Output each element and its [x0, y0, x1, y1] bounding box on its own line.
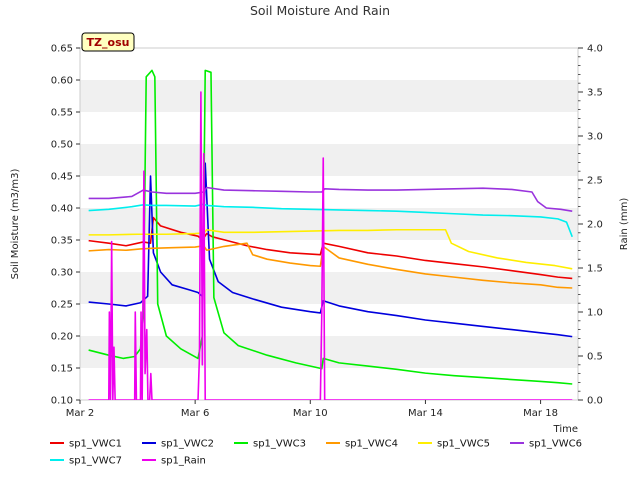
x-axis-title: Time: [553, 424, 578, 435]
legend-label: sp1_VWC2: [161, 439, 214, 450]
y2-tick-label: 3.0: [587, 132, 603, 143]
legend-label: sp1_Rain: [161, 456, 206, 467]
right-axis: 0.0 0.5 1.0 1.5 2.0 2.5 3.0 3.5 4.0: [578, 44, 603, 407]
y2-tick-label: 0.0: [587, 396, 603, 407]
legend: sp1_VWC1 sp1_VWC2 sp1_VWC3 sp1_VWC4 sp1_VWC5…: [50, 439, 582, 467]
grid-band: [80, 336, 578, 368]
series-line-sp1-vwc7: [88, 203, 573, 238]
grid-band: [80, 80, 578, 112]
y-tick-label: 0.15: [51, 364, 73, 375]
y-tick-label: 0.10: [51, 396, 73, 407]
x-tick-label: Mar 2: [66, 408, 94, 419]
legend-label: sp1_VWC4: [345, 439, 398, 450]
y2-tick-label: 0.5: [587, 352, 603, 363]
y2-tick-label: 2.0: [587, 220, 603, 231]
grid-band: [80, 144, 578, 176]
grid-bands: [80, 80, 578, 368]
legend-label: sp1_VWC5: [437, 439, 490, 450]
x-tick-label: Mar 18: [523, 408, 558, 419]
legend-item-sp1-vwc2: sp1_VWC2: [142, 439, 214, 450]
y-tick-label: 0.50: [51, 140, 73, 151]
site-badge: TZ_osu: [81, 32, 135, 52]
y2-tick-label: 1.0: [587, 308, 603, 319]
y-tick-label: 0.30: [51, 268, 73, 279]
y2-tick-label: 2.5: [587, 176, 603, 187]
legend-item-sp1-vwc3: sp1_VWC3: [234, 439, 306, 450]
y-tick-label: 0.65: [51, 44, 73, 55]
x-tick-label: Mar 14: [408, 408, 443, 419]
y2-tick-label: 3.5: [587, 88, 603, 99]
legend-item-sp1-vwc1: sp1_VWC1: [50, 439, 122, 450]
grid-band: [80, 272, 578, 304]
y-tick-label: 0.55: [51, 108, 73, 119]
x-tick-label: Mar 10: [293, 408, 328, 419]
y-axis-title: Soil Moisture (m3/m3): [10, 169, 21, 280]
series-line-sp1-vwc4: [88, 242, 573, 289]
legend-item-sp1-vwc4: sp1_VWC4: [326, 439, 398, 450]
series-line-sp1-vwc6: [88, 186, 573, 212]
legend-item-sp1-vwc6: sp1_VWC6: [510, 439, 582, 450]
chart-title: Soil Moisture And Rain: [250, 3, 390, 18]
legend-label: sp1_VWC3: [253, 439, 306, 450]
y-tick-label: 0.45: [51, 172, 73, 183]
legend-item-sp1-rain: sp1_Rain: [142, 456, 206, 467]
y2-tick-label: 1.5: [587, 264, 603, 275]
series-line-sp1-rain: [88, 91, 573, 400]
y-tick-label: 0.20: [51, 332, 73, 343]
series-layer: [88, 69, 573, 400]
y-tick-label: 0.40: [51, 204, 73, 215]
bottom-axis: Mar 2 Mar 6 Mar 10 Mar 14 Mar 18: [66, 400, 558, 419]
legend-label: sp1_VWC6: [529, 439, 582, 450]
series-line-sp1-vwc2: [88, 162, 573, 338]
legend-label: sp1_VWC1: [69, 439, 122, 450]
site-badge-label: TZ_osu: [87, 36, 130, 49]
y2-axis-title: Rain (mm): [619, 198, 630, 251]
legend-item-sp1-vwc5: sp1_VWC5: [418, 439, 490, 450]
y-tick-label: 0.60: [51, 76, 73, 87]
grid-band: [80, 208, 578, 240]
legend-item-sp1-vwc7: sp1_VWC7: [50, 456, 122, 467]
left-axis: 0.10 0.15 0.20 0.25 0.30 0.35 0.40 0.45 0.50 0.55…: [51, 44, 80, 407]
y-tick-label: 0.25: [51, 300, 73, 311]
x-tick-label: Mar 6: [181, 408, 209, 419]
legend-label: sp1_VWC7: [69, 456, 122, 467]
series-line-sp1-vwc5: [88, 228, 573, 270]
y2-tick-label: 4.0: [587, 44, 603, 55]
y-tick-label: 0.35: [51, 236, 73, 247]
